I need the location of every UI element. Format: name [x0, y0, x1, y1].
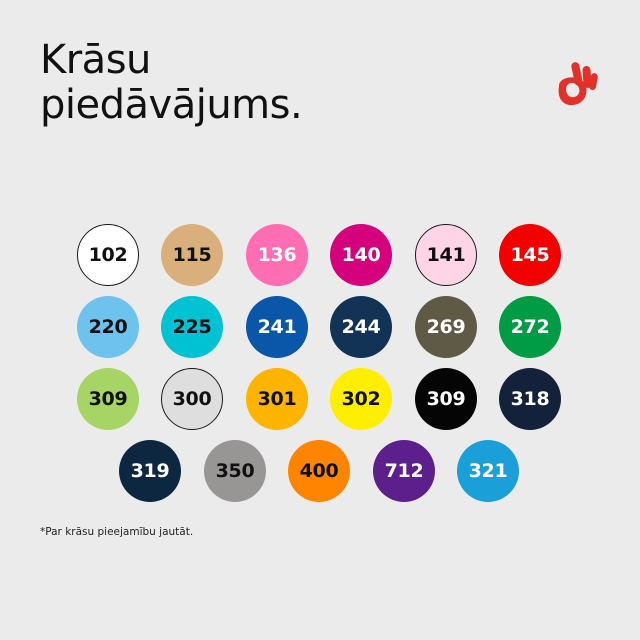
color-swatch-318: 318 [499, 368, 561, 430]
swatch-label: 272 [510, 316, 550, 338]
color-swatch-309: 309 [77, 368, 139, 430]
swatch-label: 140 [341, 244, 381, 266]
swatch-label: 102 [88, 244, 128, 266]
swatch-label: 241 [257, 316, 297, 338]
swatch-label: 309 [426, 388, 466, 410]
swatch-label: 302 [341, 388, 381, 410]
swatch-label: 319 [130, 460, 170, 482]
color-swatch-102: 102 [77, 224, 139, 286]
color-swatch-302: 302 [330, 368, 392, 430]
swatch-label: 115 [172, 244, 212, 266]
swatch-label: 318 [510, 388, 550, 410]
swatch-label: 350 [215, 460, 255, 482]
swatch-label: 220 [88, 316, 128, 338]
color-swatch-319: 319 [119, 440, 181, 502]
color-swatch-225: 225 [161, 296, 223, 358]
ok-hand-icon [553, 60, 599, 112]
color-swatch-220: 220 [77, 296, 139, 358]
color-swatch-301: 301 [246, 368, 308, 430]
swatch-label: 244 [341, 316, 381, 338]
swatch-label: 269 [426, 316, 466, 338]
color-swatch-244: 244 [330, 296, 392, 358]
color-swatch-309: 309 [415, 368, 477, 430]
color-swatch-145: 145 [499, 224, 561, 286]
page-title: Krāsu piedāvājums. [40, 37, 303, 128]
swatch-label: 225 [172, 316, 212, 338]
title-line-1: Krāsu [40, 37, 151, 83]
ok-hand-logo-shape [558, 62, 598, 106]
footnote: *Par krāsu pieejamību jautāt. [40, 526, 194, 538]
swatch-label: 145 [510, 244, 550, 266]
swatch-label: 301 [257, 388, 297, 410]
color-swatch-300: 300 [161, 368, 223, 430]
color-swatch-136: 136 [246, 224, 308, 286]
swatch-label: 712 [384, 460, 424, 482]
color-swatch-115: 115 [161, 224, 223, 286]
color-swatch-141: 141 [415, 224, 477, 286]
color-swatch-241: 241 [246, 296, 308, 358]
swatch-label: 141 [426, 244, 466, 266]
swatch-label: 400 [299, 460, 339, 482]
color-swatch-712: 712 [373, 440, 435, 502]
swatch-label: 136 [257, 244, 297, 266]
title-line-2: piedāvājums. [40, 82, 303, 128]
swatch-label: 309 [88, 388, 128, 410]
color-swatch-321: 321 [457, 440, 519, 502]
color-swatch-140: 140 [330, 224, 392, 286]
swatch-label: 321 [468, 460, 508, 482]
color-swatch-350: 350 [204, 440, 266, 502]
swatch-label: 300 [172, 388, 212, 410]
color-swatch-400: 400 [288, 440, 350, 502]
color-swatch-272: 272 [499, 296, 561, 358]
color-swatch-269: 269 [415, 296, 477, 358]
